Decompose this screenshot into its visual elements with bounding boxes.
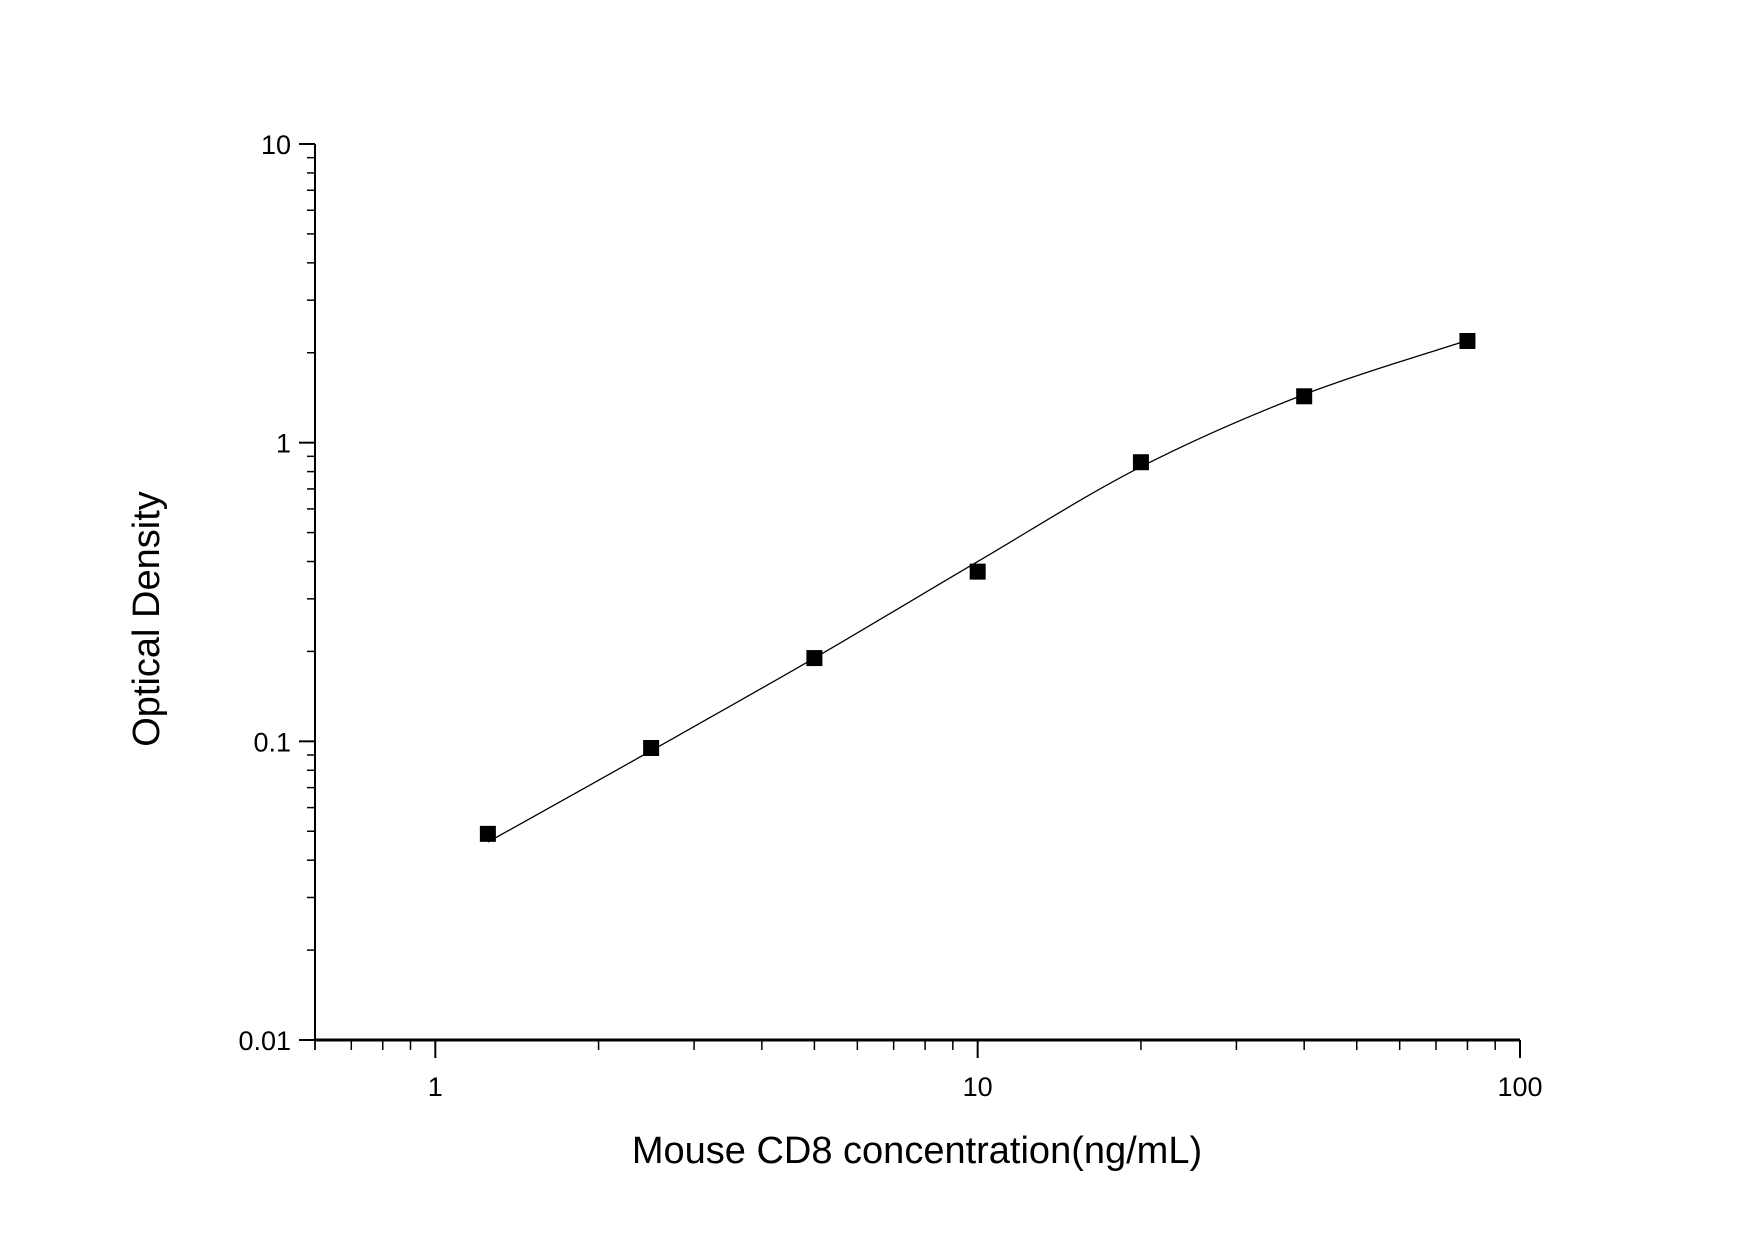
x-tick-label: 1 (428, 1072, 443, 1102)
data-point (1296, 388, 1313, 405)
data-point (969, 563, 986, 580)
x-tick-label: 100 (1497, 1072, 1542, 1102)
data-point (643, 739, 660, 756)
y-axis-title: Optical Density (126, 491, 168, 747)
y-tick-label: 0.01 (238, 1026, 291, 1056)
data-points (479, 332, 1476, 842)
y-tick-label: 0.1 (253, 727, 291, 757)
data-point (1132, 454, 1149, 471)
x-tick-label: 10 (963, 1072, 993, 1102)
x-axis-title: Mouse CD8 concentration(ng/mL) (632, 1130, 1202, 1172)
y-tick-label: 10 (261, 130, 291, 160)
data-point (1459, 332, 1476, 349)
y-tick-label: 1 (276, 429, 291, 459)
data-point (806, 650, 823, 667)
fit-curve (487, 339, 1468, 843)
axes: 1 10 100 0.01 0.1 1 10 (238, 130, 1542, 1102)
data-point (479, 825, 496, 842)
